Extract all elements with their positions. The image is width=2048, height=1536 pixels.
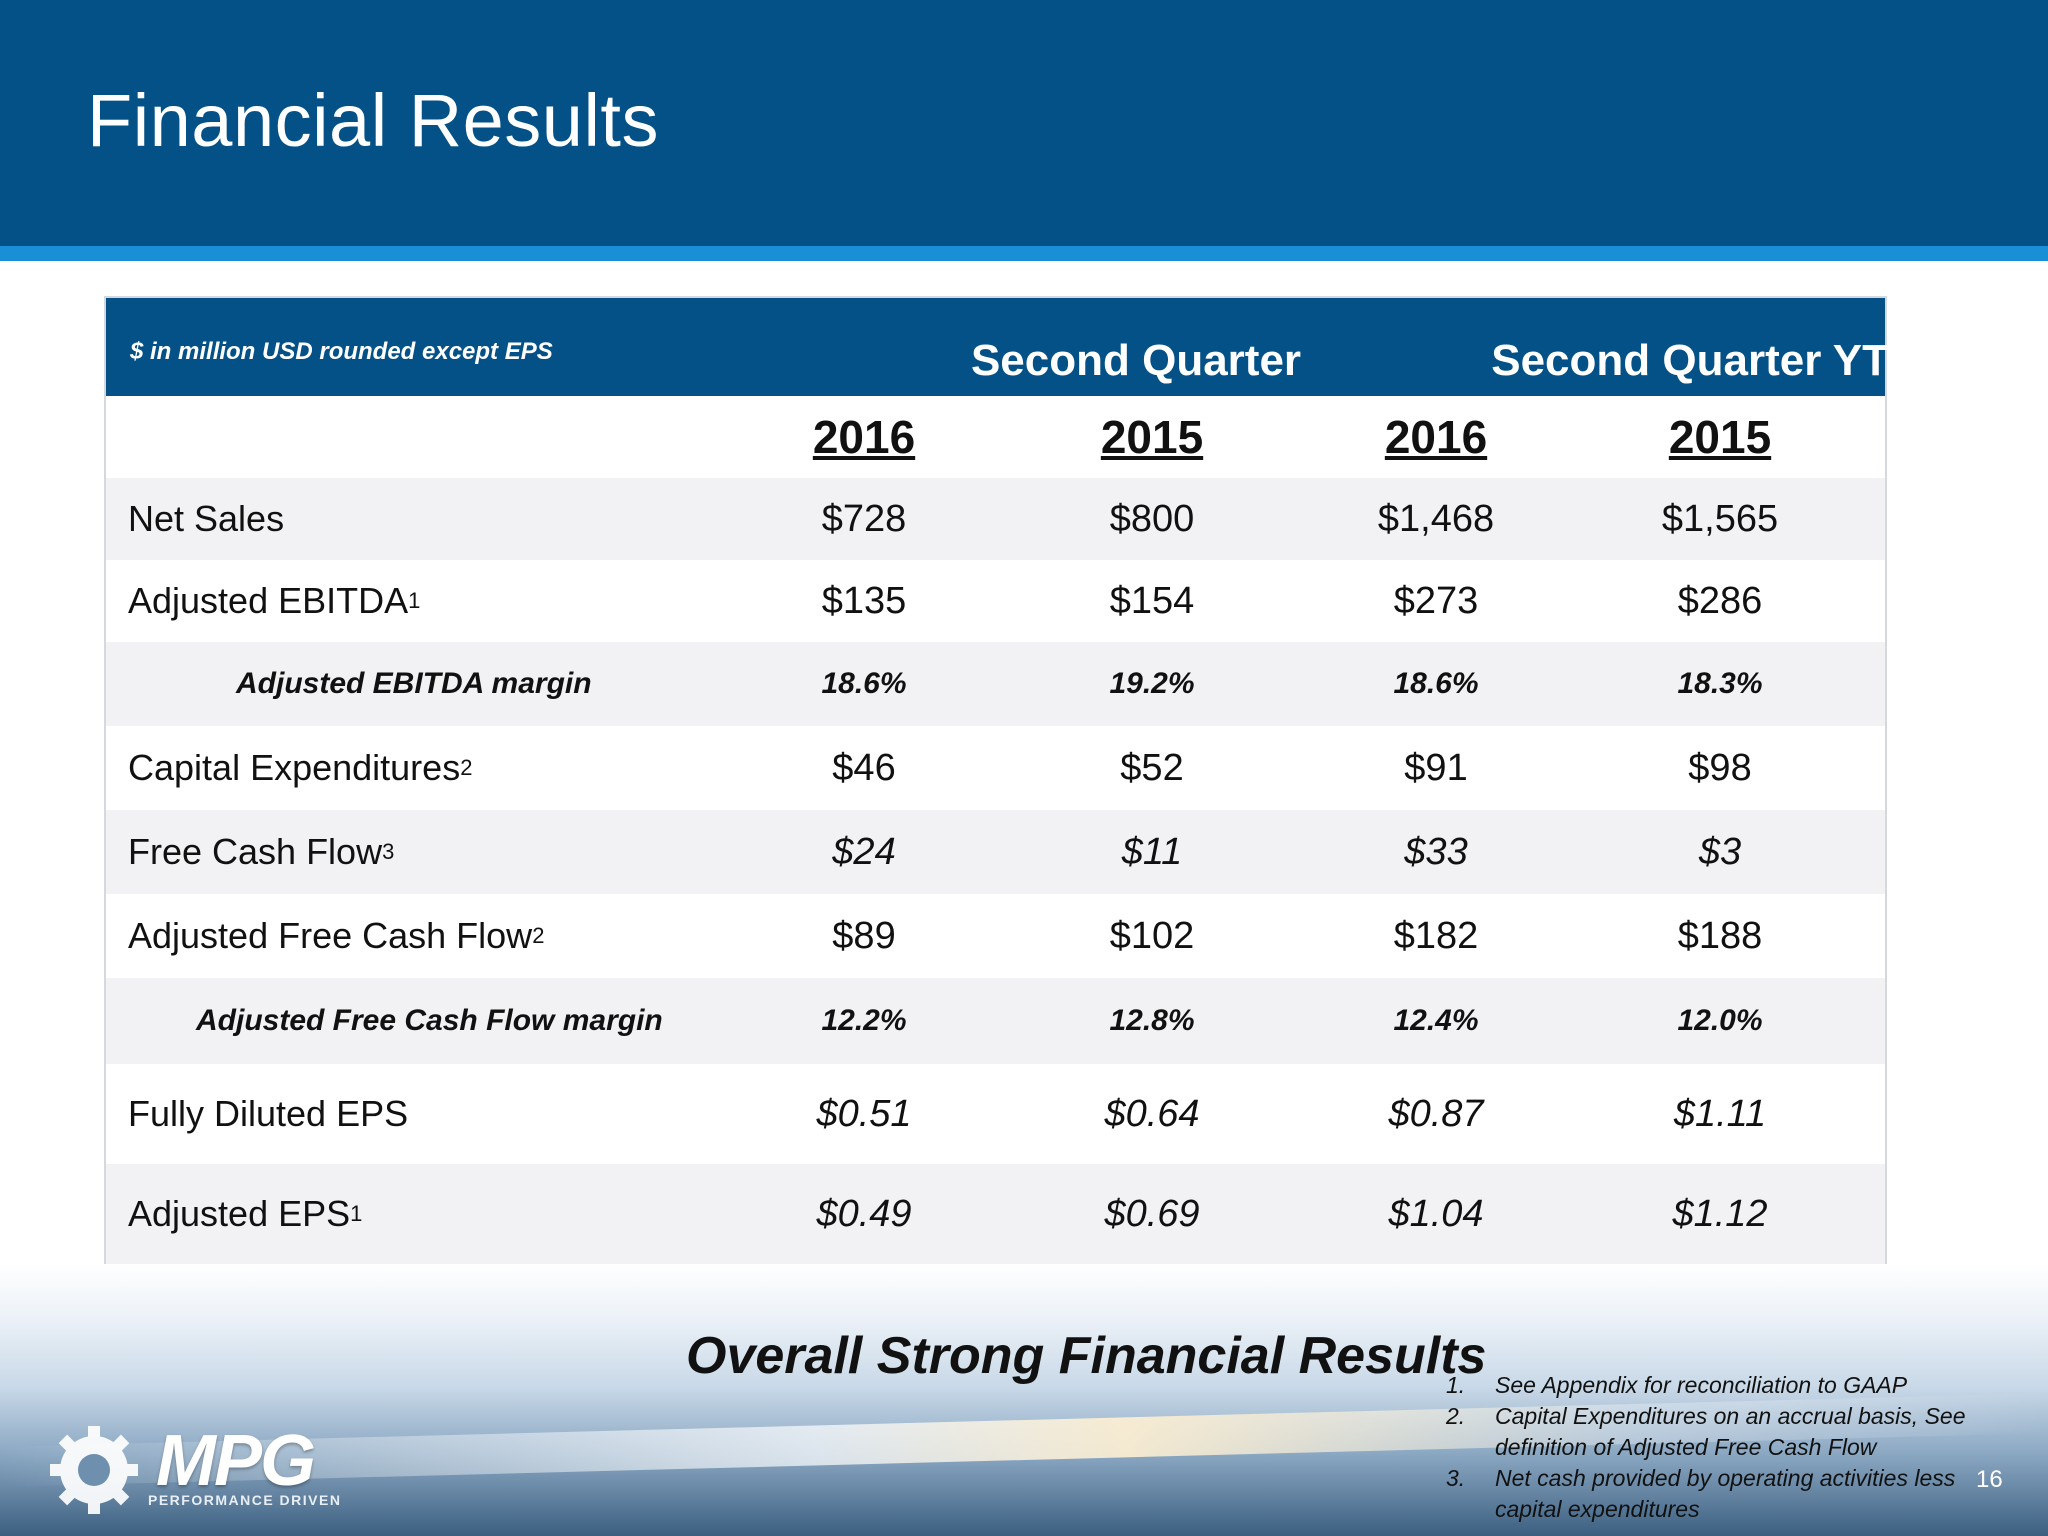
year-header: 2015	[1668, 411, 1772, 463]
table-cell: $1,565	[1661, 497, 1779, 540]
table-cell: 18.6%	[1393, 667, 1479, 700]
table-cell: $182	[1393, 914, 1479, 957]
header-stripe	[0, 246, 2048, 261]
row-label: Adjusted Free Cash Flow 2	[128, 915, 545, 956]
table-cell: 18.6%	[821, 667, 907, 700]
row-label: Adjusted EPS 1	[128, 1193, 363, 1234]
footnotes: 1. See Appendix for reconciliation to GAA…	[1440, 1370, 1980, 1525]
table-cell: $1.12	[1672, 1192, 1768, 1235]
table-cell: $46	[832, 746, 896, 789]
year-header: 2016	[1384, 411, 1488, 463]
table-cell: 12.0%	[1677, 1004, 1763, 1037]
row-label: Adjusted EBITDA 1	[128, 580, 421, 621]
table-row-adjusted-free-cash-flow: Adjusted Free Cash Flow 2 $89 $102 $182 $…	[106, 894, 1885, 978]
table-cell: $24	[832, 830, 896, 873]
year-header-row: 2016 2015 2016 2015	[106, 396, 1885, 478]
table-cell: 12.2%	[821, 1004, 907, 1037]
table-cell: $800	[1109, 497, 1195, 540]
table-cell: $102	[1109, 914, 1195, 957]
header-bar: Financial Results	[0, 0, 2048, 246]
table-row-adjusted-eps: Adjusted EPS 1 $0.49 $0.69 $1.04 $1.12	[106, 1164, 1885, 1264]
table-cell: 19.2%	[1109, 667, 1195, 700]
table-cell: $91	[1404, 746, 1468, 789]
page-title: Financial Results	[87, 79, 659, 162]
table-row-adjusted-ebitda-margin: Adjusted EBITDA margin 18.6% 19.2% 18.6%…	[106, 642, 1885, 726]
mpg-logo: MPG PERFORMANCE DRIVEN	[44, 1420, 364, 1520]
row-label: Adjusted EBITDA margin	[236, 667, 592, 700]
year-header: 2016	[812, 411, 916, 463]
footnote-item: 2. Capital Expenditures on an accrual bas…	[1446, 1403, 1966, 1460]
table-cell: $154	[1109, 579, 1195, 622]
table-row-adjusted-free-cash-flow-margin: Adjusted Free Cash Flow margin 12.2% 12.…	[106, 978, 1885, 1064]
table-cell: $98	[1688, 746, 1752, 789]
row-label: Free Cash Flow 3	[128, 831, 395, 872]
table-header: $ in million USD rounded except EPS Seco…	[106, 298, 1921, 396]
table-cell: $135	[821, 579, 907, 622]
row-label: Fully Diluted EPS	[128, 1093, 409, 1134]
row-label: Net Sales	[128, 498, 285, 539]
tagline: Overall Strong Financial Results	[686, 1327, 1487, 1385]
group-header-second-quarter: Second Quarter	[970, 336, 1302, 385]
group-header-second-quarter-ytd: Second Quarter YTD	[1491, 336, 1921, 385]
footnote-item: 3. Net cash provided by operating activit…	[1446, 1465, 1956, 1522]
table-cell: $0.69	[1104, 1192, 1200, 1235]
table-cell: $0.49	[816, 1192, 912, 1235]
year-header: 2015	[1100, 411, 1204, 463]
table-cell: 12.8%	[1109, 1004, 1195, 1037]
table-cell: 18.3%	[1677, 667, 1763, 700]
footnote-item: 1. See Appendix for reconciliation to GAA…	[1446, 1372, 1908, 1398]
table-cell: $0.87	[1388, 1092, 1484, 1135]
table-cell: $89	[832, 914, 896, 957]
table-cell: 12.4%	[1393, 1004, 1479, 1037]
table-cell: $188	[1677, 914, 1763, 957]
table-row-free-cash-flow: Free Cash Flow 3 $24 $11 $33 $3	[106, 810, 1885, 894]
table-cell: $52	[1120, 746, 1184, 789]
table-cell: $1.04	[1388, 1192, 1484, 1235]
unit-note: $ in million USD rounded except EPS	[130, 338, 553, 365]
table-cell: $273	[1393, 579, 1479, 622]
table-cell: $286	[1677, 579, 1763, 622]
table-cell: $1.11	[1673, 1092, 1767, 1135]
row-label: Capital Expenditures 2	[128, 747, 473, 788]
table-row-capital-expenditures: Capital Expenditures 2 $46 $52 $91 $98	[106, 726, 1885, 810]
logo-wordmark: MPG	[156, 1421, 316, 1501]
table-cell: $1,468	[1377, 497, 1495, 540]
table-cell: $33	[1404, 830, 1468, 873]
table-cell: $0.51	[816, 1092, 912, 1135]
gear-icon	[50, 1426, 138, 1514]
logo-subtitle: PERFORMANCE DRIVEN	[148, 1492, 342, 1508]
row-label: Adjusted Free Cash Flow margin	[196, 1004, 663, 1037]
table-cell: $11	[1121, 830, 1183, 873]
table-row-net-sales: Net Sales $728 $800 $1,468 $1,565	[106, 478, 1885, 560]
page-number: 16	[1976, 1466, 2003, 1493]
table-row-adjusted-ebitda: Adjusted EBITDA 1 $135 $154 $273 $286	[106, 560, 1885, 642]
financial-table: $ in million USD rounded except EPS Seco…	[104, 296, 1921, 1264]
table-cell: $728	[821, 497, 907, 540]
table-cell: $3	[1698, 830, 1742, 873]
table-cell: $0.64	[1104, 1092, 1200, 1135]
footer-background	[0, 1264, 2048, 1536]
table-row-fully-diluted-eps: Fully Diluted EPS $0.51 $0.64 $0.87 $1.1…	[106, 1064, 1885, 1164]
